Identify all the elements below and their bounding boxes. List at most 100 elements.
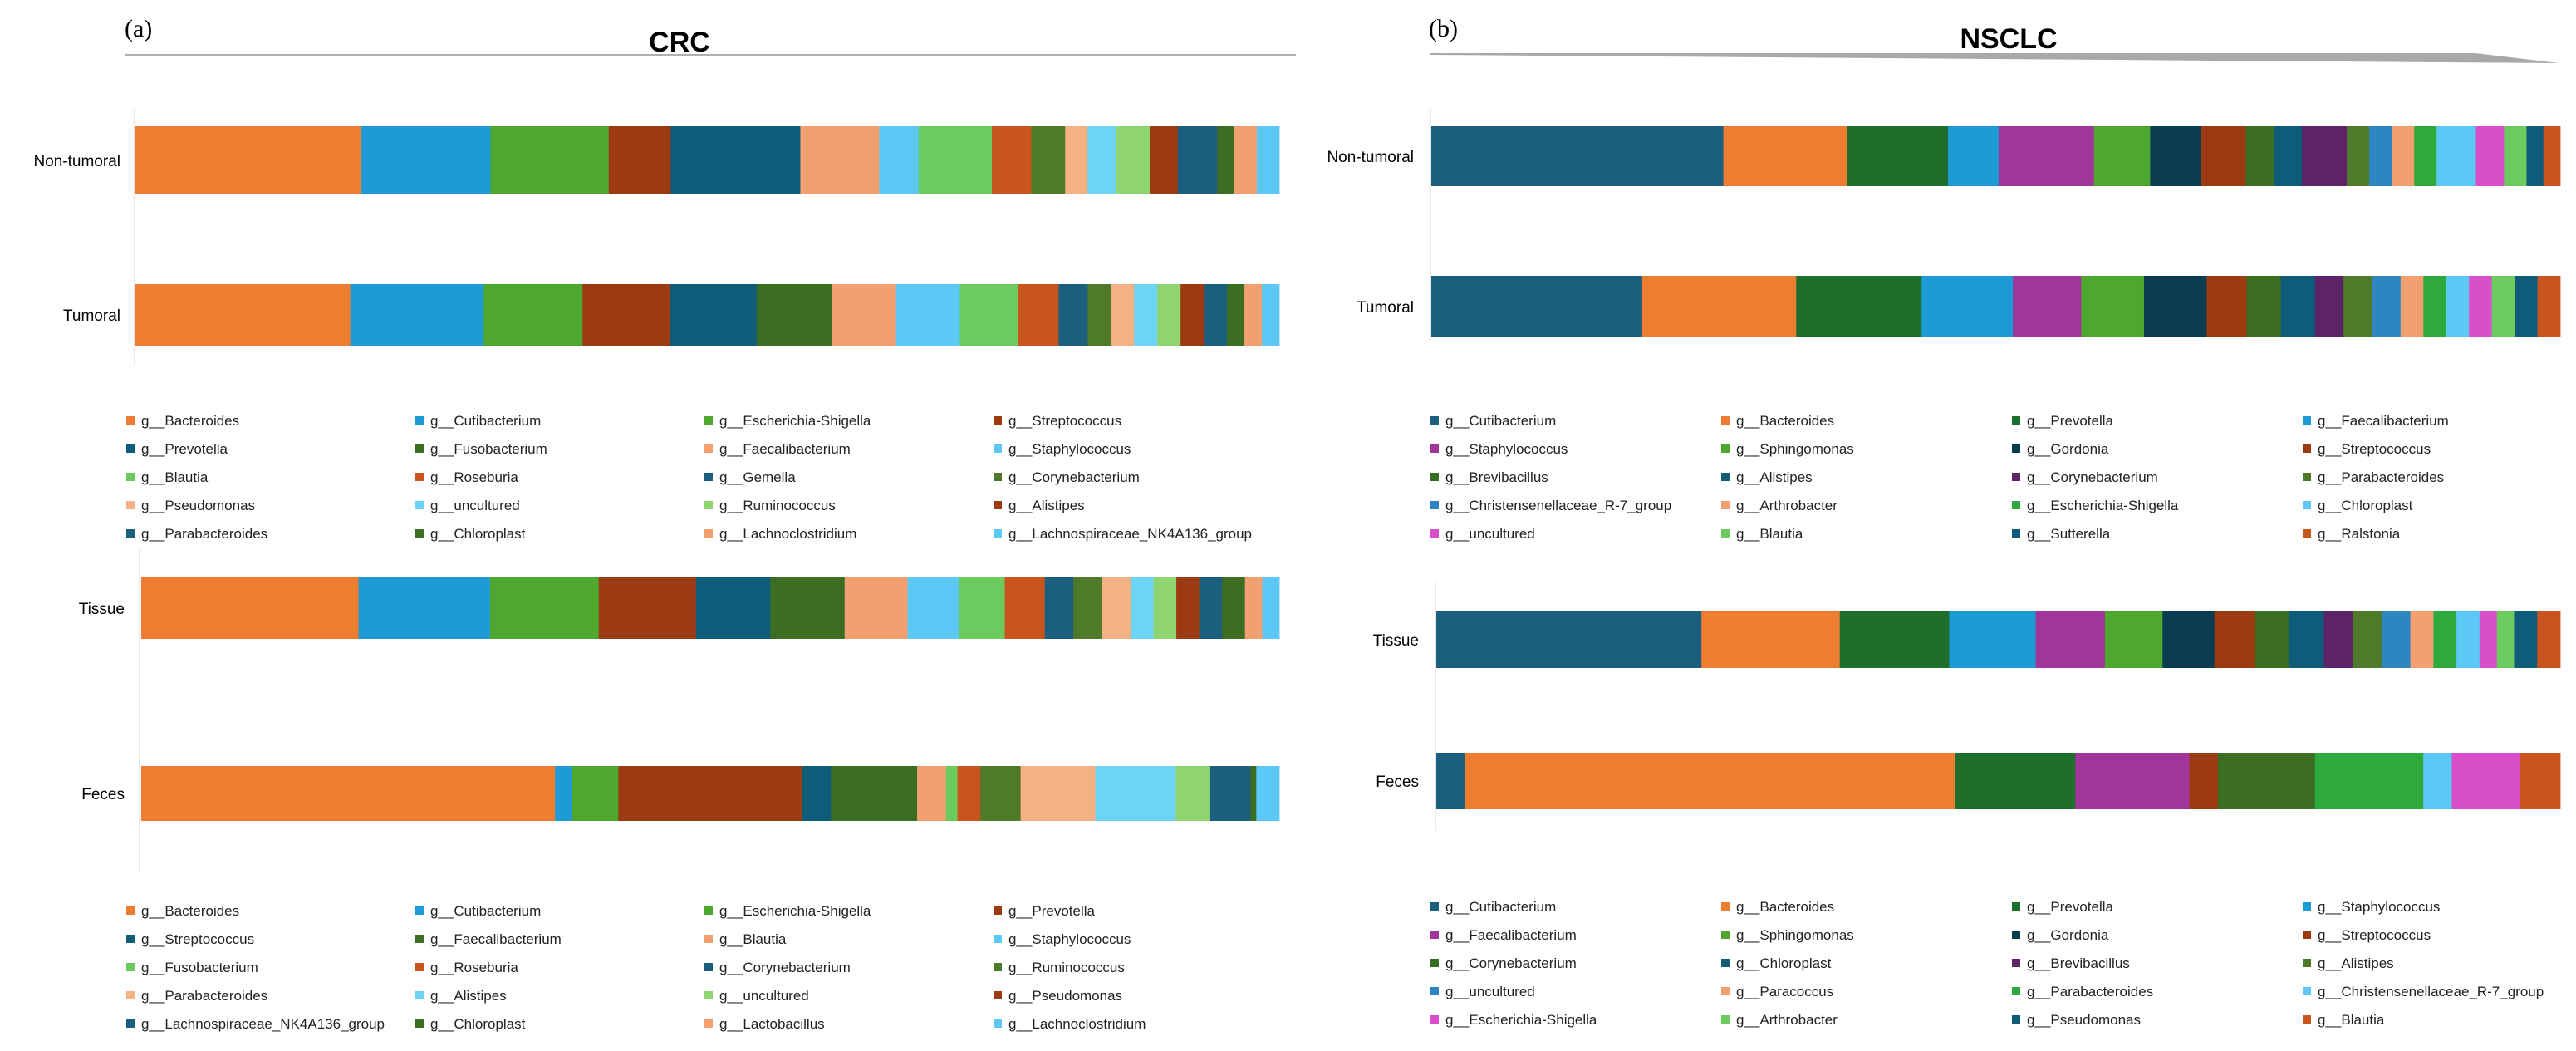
- legend-swatch-a-bottom-7: [994, 935, 1002, 943]
- bar-segment-b-top-0-15: g__Chloroplast: 3.5: [2436, 126, 2476, 186]
- bar-segment-a-bottom-1-5: g__Faecalibacterium: 7.5: [831, 766, 918, 821]
- bar-segment-b-bottom-0-18: g__Pseudomonas: 2: [2514, 611, 2538, 668]
- legend-label-a-bottom-18: g__Lactobacillus: [719, 1016, 825, 1032]
- legend-swatch-b-top-3: [2303, 416, 2311, 425]
- legend-label-a-bottom-9: g__Roseburia: [430, 960, 518, 975]
- legend-swatch-b-top-2: [2012, 416, 2020, 425]
- legend-label-a-bottom-15: g__Pseudomonas: [1008, 988, 1122, 1004]
- bar-segment-a-bottom-1-14: g__uncultured: 3: [1175, 766, 1211, 821]
- row-label-b-top-1: Tumoral: [1357, 299, 1414, 317]
- bar-segment-a-top-1-1: g__Cutibacterium: 11.5: [350, 284, 484, 346]
- bar-segment-a-bottom-0-12: g__Parabacteroides: 2.5: [1102, 577, 1131, 639]
- legend-swatch-b-top-7: [2303, 444, 2311, 453]
- bar-segment-b-bottom-1-0: g__Cutibacterium: 2.5: [1436, 753, 1465, 809]
- bar-segment-a-top-0-0: g__Bacteroides: 20: [135, 126, 361, 194]
- legend-label-b-bottom-8: g__Corynebacterium: [1445, 955, 1577, 971]
- legend-label-a-bottom-14: g__uncultured: [719, 988, 809, 1004]
- bar-segment-a-bottom-0-15: g__Pseudomonas: 2: [1176, 577, 1200, 639]
- legend-swatch-b-bottom-11: [2303, 959, 2311, 967]
- bar-segment-a-top-0-1: g__Cutibacterium: 11.5: [361, 126, 491, 194]
- legend-swatch-a-top-3: [994, 416, 1002, 425]
- legend-swatch-a-bottom-15: [994, 991, 1002, 999]
- bar-segment-a-bottom-0-2: g__Escherichia-Shigella: 9.5: [489, 577, 600, 639]
- legend-label-b-top-13: g__Arthrobacter: [1736, 498, 1838, 513]
- panel-b-title-rule: [1430, 53, 2559, 63]
- bar-segment-a-top-1-10: g__Gemella: 2.5: [1058, 284, 1088, 346]
- legend-swatch-a-bottom-1: [415, 906, 424, 915]
- legend-swatch-b-bottom-10: [2012, 959, 2020, 967]
- bar-segment-a-bottom-0-17: g__Chloroplast: 2: [1222, 577, 1246, 639]
- legend-swatch-a-bottom-17: [415, 1019, 424, 1028]
- legend-label-a-top-15: g__Alistipes: [1008, 498, 1085, 513]
- legend-swatch-a-bottom-2: [704, 906, 713, 915]
- bar-segment-a-top-1-16: g__Parabacteroides: 2: [1204, 284, 1228, 346]
- bar-segment-b-top-1-13: g__Arthrobacter: 2: [2400, 276, 2424, 337]
- bar-segment-a-bottom-1-8: g__Fusobacterium: 1: [945, 766, 958, 821]
- bar-segment-a-top-1-9: g__Roseburia: 3.5: [1018, 284, 1059, 346]
- legend-label-a-bottom-5: g__Faecalibacterium: [430, 931, 562, 947]
- legend-label-a-top-17: g__Chloroplast: [430, 526, 526, 542]
- bar-segment-b-bottom-0-4: g__Faecalibacterium: 6: [2035, 611, 2106, 668]
- legend-swatch-a-top-1: [415, 416, 424, 425]
- bar-segment-a-top-1-13: g__uncultured: 2: [1134, 284, 1158, 346]
- legend-swatch-b-bottom-19: [2303, 1015, 2311, 1024]
- legend-label-b-top-9: g__Alistipes: [1736, 469, 1813, 485]
- bar-segment-b-bottom-0-11: g__Alistipes: 2.5: [2353, 611, 2382, 668]
- bar-segment-b-top-0-17: g__Blautia: 2: [2504, 126, 2527, 186]
- chart-a-top: Non-tumoralg__Bacteroides: 20g__Cutibact…: [33, 126, 1280, 542]
- legend-swatch-b-top-0: [1430, 416, 1439, 425]
- panel-a-label: (a): [125, 15, 152, 42]
- row-label-a-bottom-1: Feces: [81, 786, 125, 803]
- bar-segment-b-top-1-7: g__Streptococcus: 3.5: [2206, 276, 2247, 337]
- legend-swatch-b-top-5: [1721, 444, 1730, 453]
- legend-swatch-b-top-15: [2303, 501, 2311, 509]
- legend-label-b-top-18: g__Sutterella: [2027, 526, 2111, 542]
- bar-segment-b-bottom-0-17: g__Arthrobacter: 1.5: [2496, 611, 2515, 668]
- legend-swatch-b-bottom-7: [2303, 931, 2311, 939]
- legend-label-a-bottom-7: g__Staphylococcus: [1008, 931, 1131, 947]
- bar-segment-a-top-0-17: g__Chloroplast: 1.5: [1217, 126, 1235, 194]
- bar-segment-a-bottom-1-6: g__Blautia: 2.5: [917, 766, 947, 821]
- bar-segment-a-bottom-0-9: g__Roseburia: 3.5: [1004, 577, 1046, 639]
- bar-segment-b-bottom-0-1: g__Bacteroides: 12: [1701, 611, 1841, 668]
- bar-segment-a-top-0-6: g__Faecalibacterium: 7: [800, 126, 880, 194]
- legend-label-b-top-19: g__Ralstonia: [2318, 526, 2401, 542]
- legend-swatch-a-top-16: [126, 529, 135, 538]
- legend-swatch-a-bottom-11: [994, 963, 1002, 971]
- legend-label-b-bottom-18: g__Pseudomonas: [2027, 1012, 2141, 1028]
- legend-swatch-b-top-19: [2303, 529, 2311, 538]
- bar-segment-a-top-0-3: g__Streptococcus: 5.5: [608, 126, 671, 194]
- legend-label-a-bottom-2: g__Escherichia-Shigella: [719, 903, 871, 919]
- bar-segment-a-top-0-13: g__uncultured: 2.5: [1087, 126, 1116, 194]
- legend-label-a-top-0: g__Bacteroides: [141, 413, 239, 429]
- legend-label-b-bottom-7: g__Streptococcus: [2318, 927, 2431, 943]
- legend-label-b-top-11: g__Parabacteroides: [2318, 469, 2444, 485]
- bar-segment-b-top-0-5: g__Sphingomonas: 5: [2093, 126, 2151, 186]
- legend-swatch-a-top-6: [704, 444, 713, 453]
- legend-label-b-top-10: g__Corynebacterium: [2027, 469, 2158, 485]
- legend-label-b-top-7: g__Streptococcus: [2318, 441, 2431, 457]
- legend-label-a-top-8: g__Blautia: [141, 469, 209, 485]
- legend-label-b-top-15: g__Chloroplast: [2318, 498, 2413, 513]
- legend-label-a-top-5: g__Fusobacterium: [430, 441, 547, 457]
- legend-swatch-b-bottom-5: [1721, 931, 1730, 939]
- bar-segment-b-bottom-0-10: g__Brevibacillus: 2.5: [2323, 611, 2353, 668]
- bar-segment-a-bottom-0-4: g__Streptococcus: 6.5: [695, 577, 771, 639]
- bar-segment-b-top-1-6: g__Gordonia: 5.5: [2143, 276, 2207, 337]
- legend-label-a-top-6: g__Faecalibacterium: [719, 441, 851, 457]
- row-label-a-top-1: Tumoral: [63, 307, 120, 325]
- legend-label-a-bottom-3: g__Prevotella: [1008, 903, 1096, 919]
- bar-segment-b-top-0-1: g__Bacteroides: 11: [1723, 126, 1847, 186]
- bar-segment-a-bottom-1-11: g__Ruminococcus: 3.5: [980, 766, 1022, 821]
- panel-b-title: NSCLC: [1960, 23, 2057, 55]
- legend-swatch-a-bottom-6: [704, 935, 713, 943]
- legend-swatch-b-bottom-15: [2303, 987, 2311, 995]
- legend-swatch-b-bottom-4: [1430, 931, 1439, 939]
- bar-segment-a-bottom-1-3: g__Prevotella: 16: [618, 766, 803, 821]
- legend-swatch-b-top-18: [2012, 529, 2020, 538]
- legend-swatch-b-bottom-9: [1721, 959, 1730, 967]
- legend-label-b-top-12: g__Christensenellaceae_R-7_group: [1445, 498, 1671, 513]
- chart-b-top: Non-tumoralg__Cutibacterium: 26g__Bacter…: [1327, 126, 2561, 542]
- legend-swatch-b-top-16: [1430, 529, 1439, 538]
